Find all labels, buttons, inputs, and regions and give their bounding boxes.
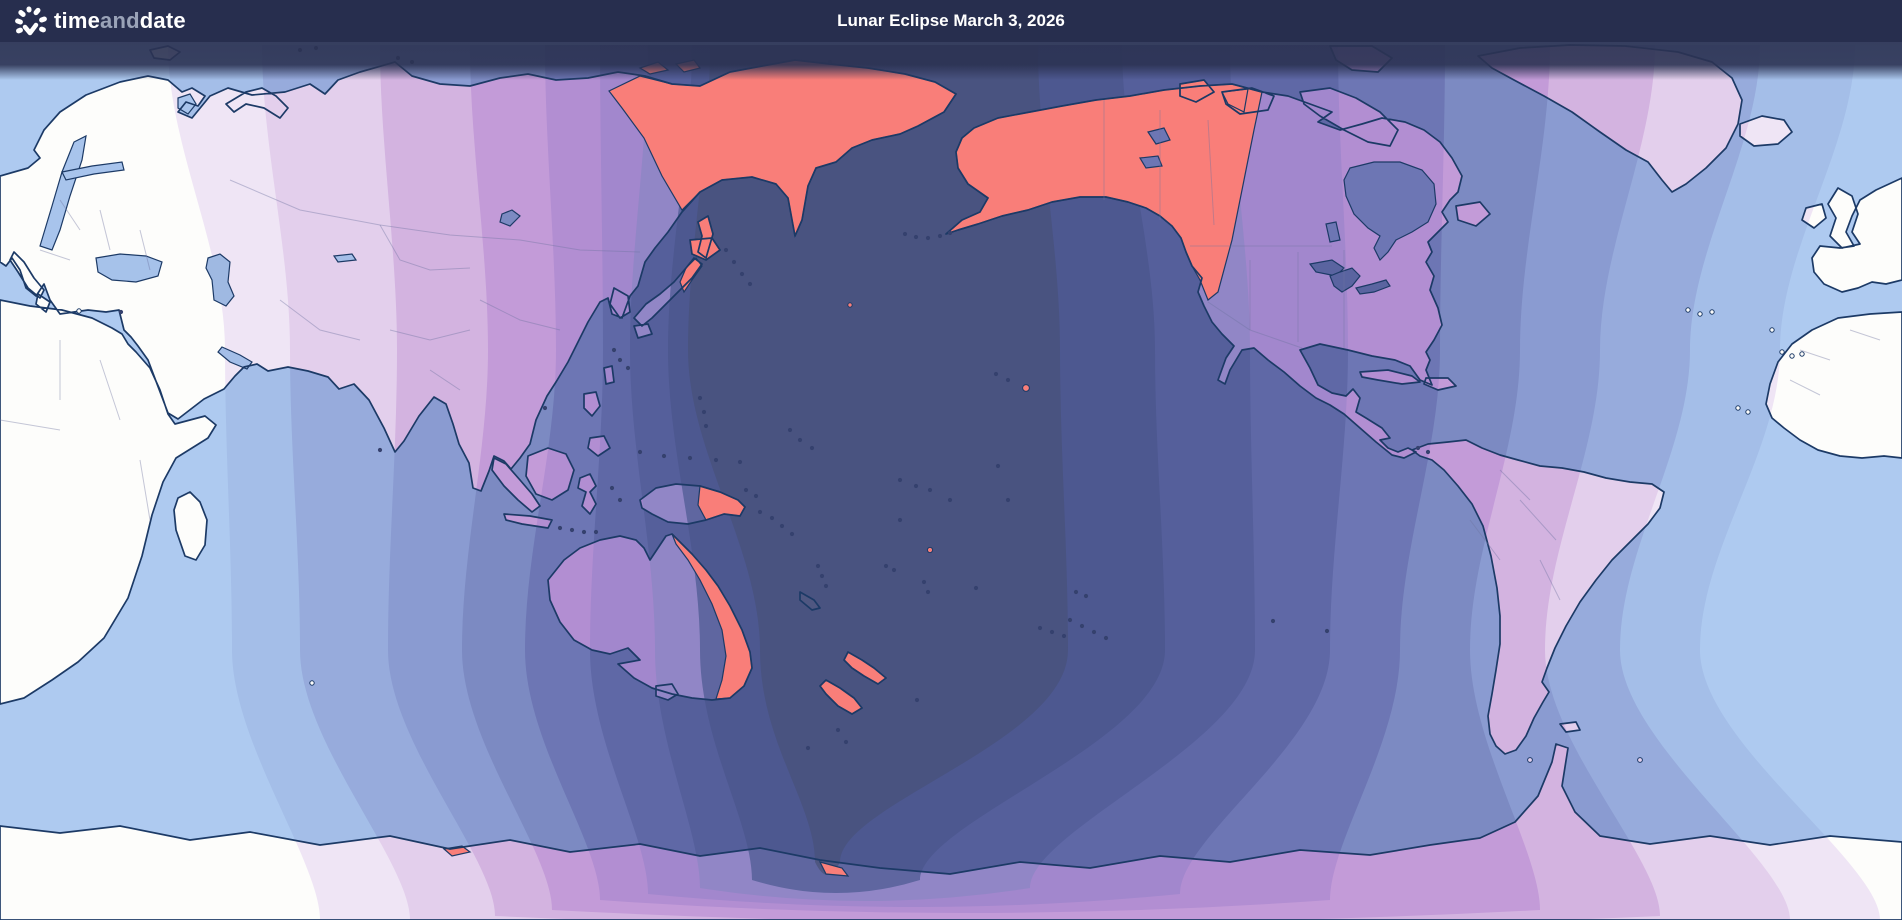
logo-date: date [139, 8, 186, 33]
sunburst-icon [15, 6, 47, 36]
ring-9 [688, 45, 1068, 875]
polar-night-strip [0, 40, 1902, 80]
timeanddate-logo[interactable]: timeanddate [14, 5, 186, 37]
page-title: Lunar Eclipse March 3, 2026 [837, 11, 1065, 30]
logo-time: time [54, 8, 101, 33]
inland-waters [39, 93, 1437, 370]
red-moonrise-moonset-zone [444, 60, 1262, 876]
header-bar: timeanddate Lunar Eclipse March 3, 2026 [0, 0, 1902, 42]
country-borders [0, 100, 1881, 601]
logo-wordmark: timeanddate [54, 10, 186, 32]
logo-and: and [100, 8, 140, 33]
